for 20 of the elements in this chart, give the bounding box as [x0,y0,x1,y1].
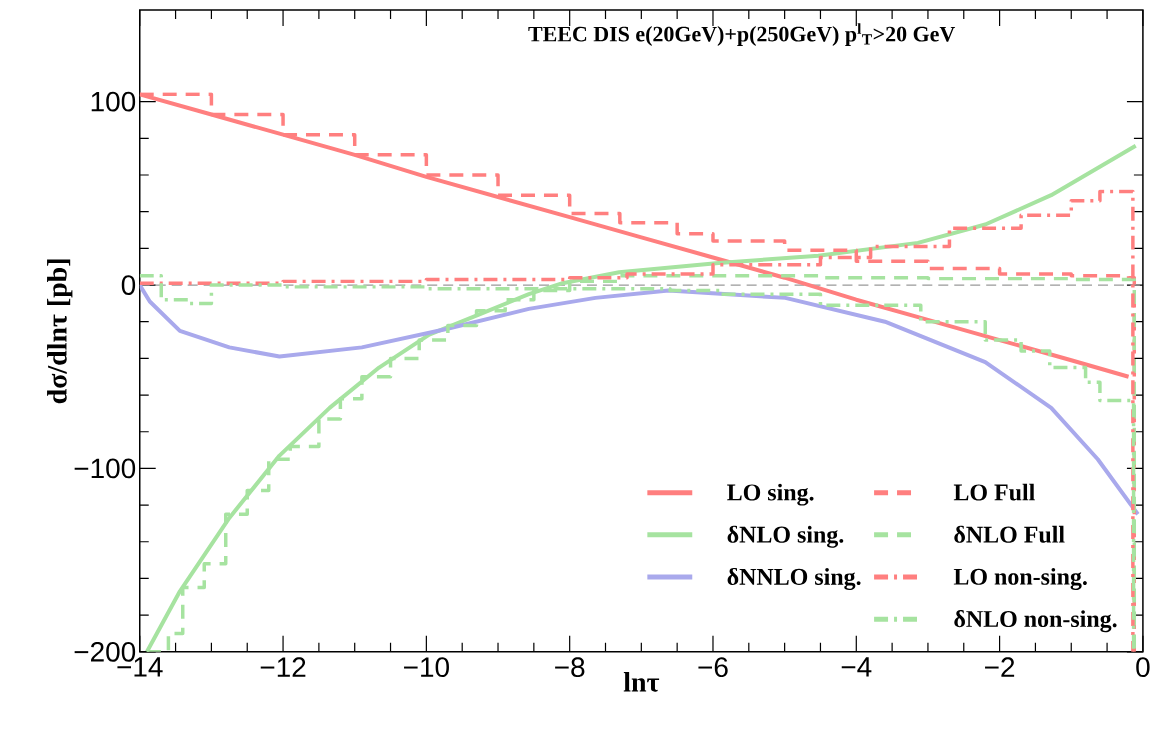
legend-label: δNLO non-sing. [954,610,1117,633]
x-tick-label: −10 [404,657,449,678]
legend-label: LO sing. [727,483,814,506]
x-tick-label: −2 [985,657,1015,678]
x-tick-label: −8 [555,657,585,678]
x-tick-label: 0 [1136,657,1150,678]
y-tick-label: −100 [74,458,136,479]
text: TEEC DIS e(20GeV)+p(250GeV) p$^{l}$$_{T}$>20 GeV [528,23,956,47]
x-tick-label: −6 [698,657,728,678]
x-tick-label: −4 [841,657,872,677]
legend-label: LO non-sing. [953,568,1087,591]
legend-label: LO Full [953,483,1035,501]
x-axis-title: lnτ [623,672,660,692]
legend-label: δNNLO sing. [727,568,861,591]
legend-label: δNLO sing. [727,525,844,548]
y-axis-title: dσ/dlnτ [pb] [47,259,73,404]
x-tick-label: −12 [260,657,306,678]
y-tick-label: 100 [91,91,136,112]
y-tick-label: 0 [121,275,136,296]
legend-label: δNLO Full [954,525,1065,543]
